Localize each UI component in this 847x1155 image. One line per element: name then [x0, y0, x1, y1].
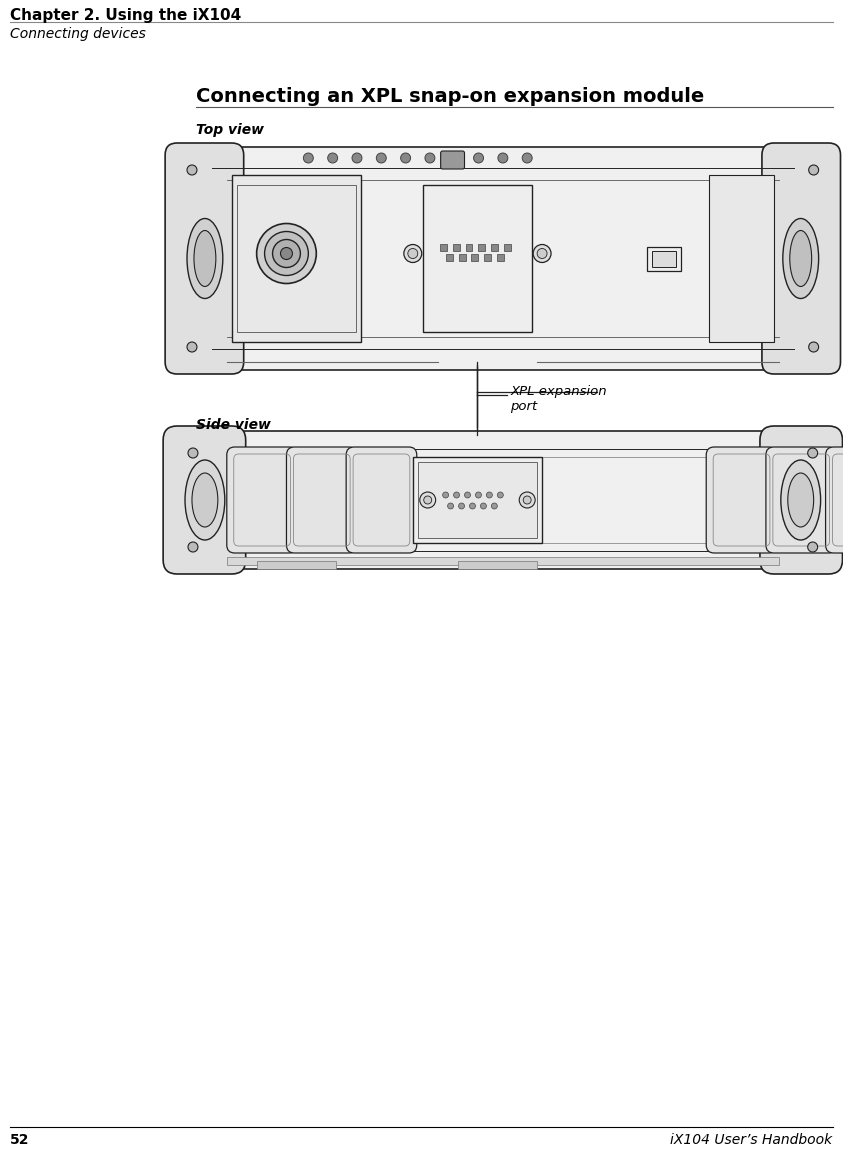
- Circle shape: [187, 165, 197, 176]
- Text: Chapter 2. Using the iX104: Chapter 2. Using the iX104: [10, 8, 241, 23]
- Circle shape: [404, 245, 422, 262]
- Circle shape: [443, 492, 449, 498]
- Ellipse shape: [192, 474, 218, 527]
- Bar: [646, 246, 681, 270]
- Circle shape: [376, 152, 386, 163]
- Ellipse shape: [194, 231, 216, 286]
- Text: iX104 User’s Handbook: iX104 User’s Handbook: [671, 1133, 833, 1147]
- FancyBboxPatch shape: [163, 426, 246, 574]
- FancyBboxPatch shape: [706, 447, 777, 553]
- Text: port: port: [510, 400, 538, 413]
- Text: XPL expansion: XPL expansion: [510, 385, 607, 398]
- Text: Side view: Side view: [196, 418, 271, 432]
- Circle shape: [523, 152, 532, 163]
- Bar: [491, 244, 498, 251]
- FancyBboxPatch shape: [208, 431, 798, 569]
- Circle shape: [187, 342, 197, 352]
- Bar: [458, 253, 466, 261]
- Circle shape: [425, 152, 435, 163]
- Circle shape: [475, 492, 481, 498]
- Circle shape: [449, 152, 459, 163]
- Ellipse shape: [783, 218, 819, 298]
- Bar: [257, 561, 336, 569]
- FancyBboxPatch shape: [762, 143, 840, 374]
- Circle shape: [264, 231, 308, 276]
- Circle shape: [424, 495, 432, 504]
- FancyBboxPatch shape: [346, 447, 417, 553]
- Circle shape: [533, 245, 551, 262]
- Bar: [472, 253, 479, 261]
- Ellipse shape: [789, 231, 811, 286]
- Circle shape: [458, 502, 464, 509]
- Circle shape: [809, 165, 819, 176]
- Circle shape: [809, 342, 819, 352]
- Text: 52: 52: [10, 1133, 30, 1147]
- Bar: [236, 185, 356, 331]
- FancyBboxPatch shape: [286, 447, 357, 553]
- Circle shape: [454, 492, 460, 498]
- Circle shape: [188, 448, 198, 459]
- FancyBboxPatch shape: [165, 143, 244, 374]
- FancyBboxPatch shape: [227, 447, 297, 553]
- Text: Top view: Top view: [196, 122, 264, 137]
- FancyBboxPatch shape: [760, 426, 843, 574]
- FancyBboxPatch shape: [826, 447, 847, 553]
- Bar: [227, 557, 779, 565]
- Circle shape: [420, 492, 435, 508]
- Circle shape: [447, 502, 454, 509]
- Circle shape: [491, 502, 497, 509]
- Bar: [709, 176, 774, 342]
- Bar: [479, 244, 485, 251]
- Bar: [232, 176, 361, 342]
- Circle shape: [480, 502, 486, 509]
- Circle shape: [497, 492, 503, 498]
- FancyBboxPatch shape: [209, 147, 797, 370]
- Circle shape: [464, 492, 470, 498]
- Circle shape: [537, 248, 547, 259]
- Bar: [412, 457, 542, 543]
- Circle shape: [469, 502, 475, 509]
- Circle shape: [328, 152, 338, 163]
- FancyBboxPatch shape: [766, 447, 837, 553]
- Text: Connecting devices: Connecting devices: [10, 27, 146, 40]
- Bar: [418, 462, 537, 538]
- Bar: [504, 244, 512, 251]
- Bar: [440, 244, 446, 251]
- Circle shape: [303, 152, 313, 163]
- Ellipse shape: [781, 460, 821, 541]
- Circle shape: [188, 542, 198, 552]
- Circle shape: [280, 247, 292, 260]
- Bar: [423, 185, 532, 331]
- Bar: [497, 253, 504, 261]
- Circle shape: [808, 448, 817, 459]
- Circle shape: [519, 492, 535, 508]
- Bar: [484, 253, 491, 261]
- Circle shape: [407, 248, 418, 259]
- Circle shape: [486, 492, 492, 498]
- Circle shape: [473, 152, 484, 163]
- Bar: [466, 244, 473, 251]
- Text: Connecting an XPL snap-on expansion module: Connecting an XPL snap-on expansion modu…: [196, 87, 704, 106]
- Bar: [452, 244, 460, 251]
- Ellipse shape: [187, 218, 223, 298]
- Circle shape: [498, 152, 508, 163]
- Circle shape: [273, 239, 301, 268]
- Bar: [457, 561, 537, 569]
- Circle shape: [257, 224, 316, 283]
- Circle shape: [523, 495, 531, 504]
- Ellipse shape: [185, 460, 224, 541]
- Bar: [651, 251, 677, 267]
- Circle shape: [401, 152, 411, 163]
- Circle shape: [808, 542, 817, 552]
- FancyBboxPatch shape: [440, 151, 464, 169]
- Circle shape: [352, 152, 362, 163]
- Bar: [446, 253, 452, 261]
- Ellipse shape: [788, 474, 814, 527]
